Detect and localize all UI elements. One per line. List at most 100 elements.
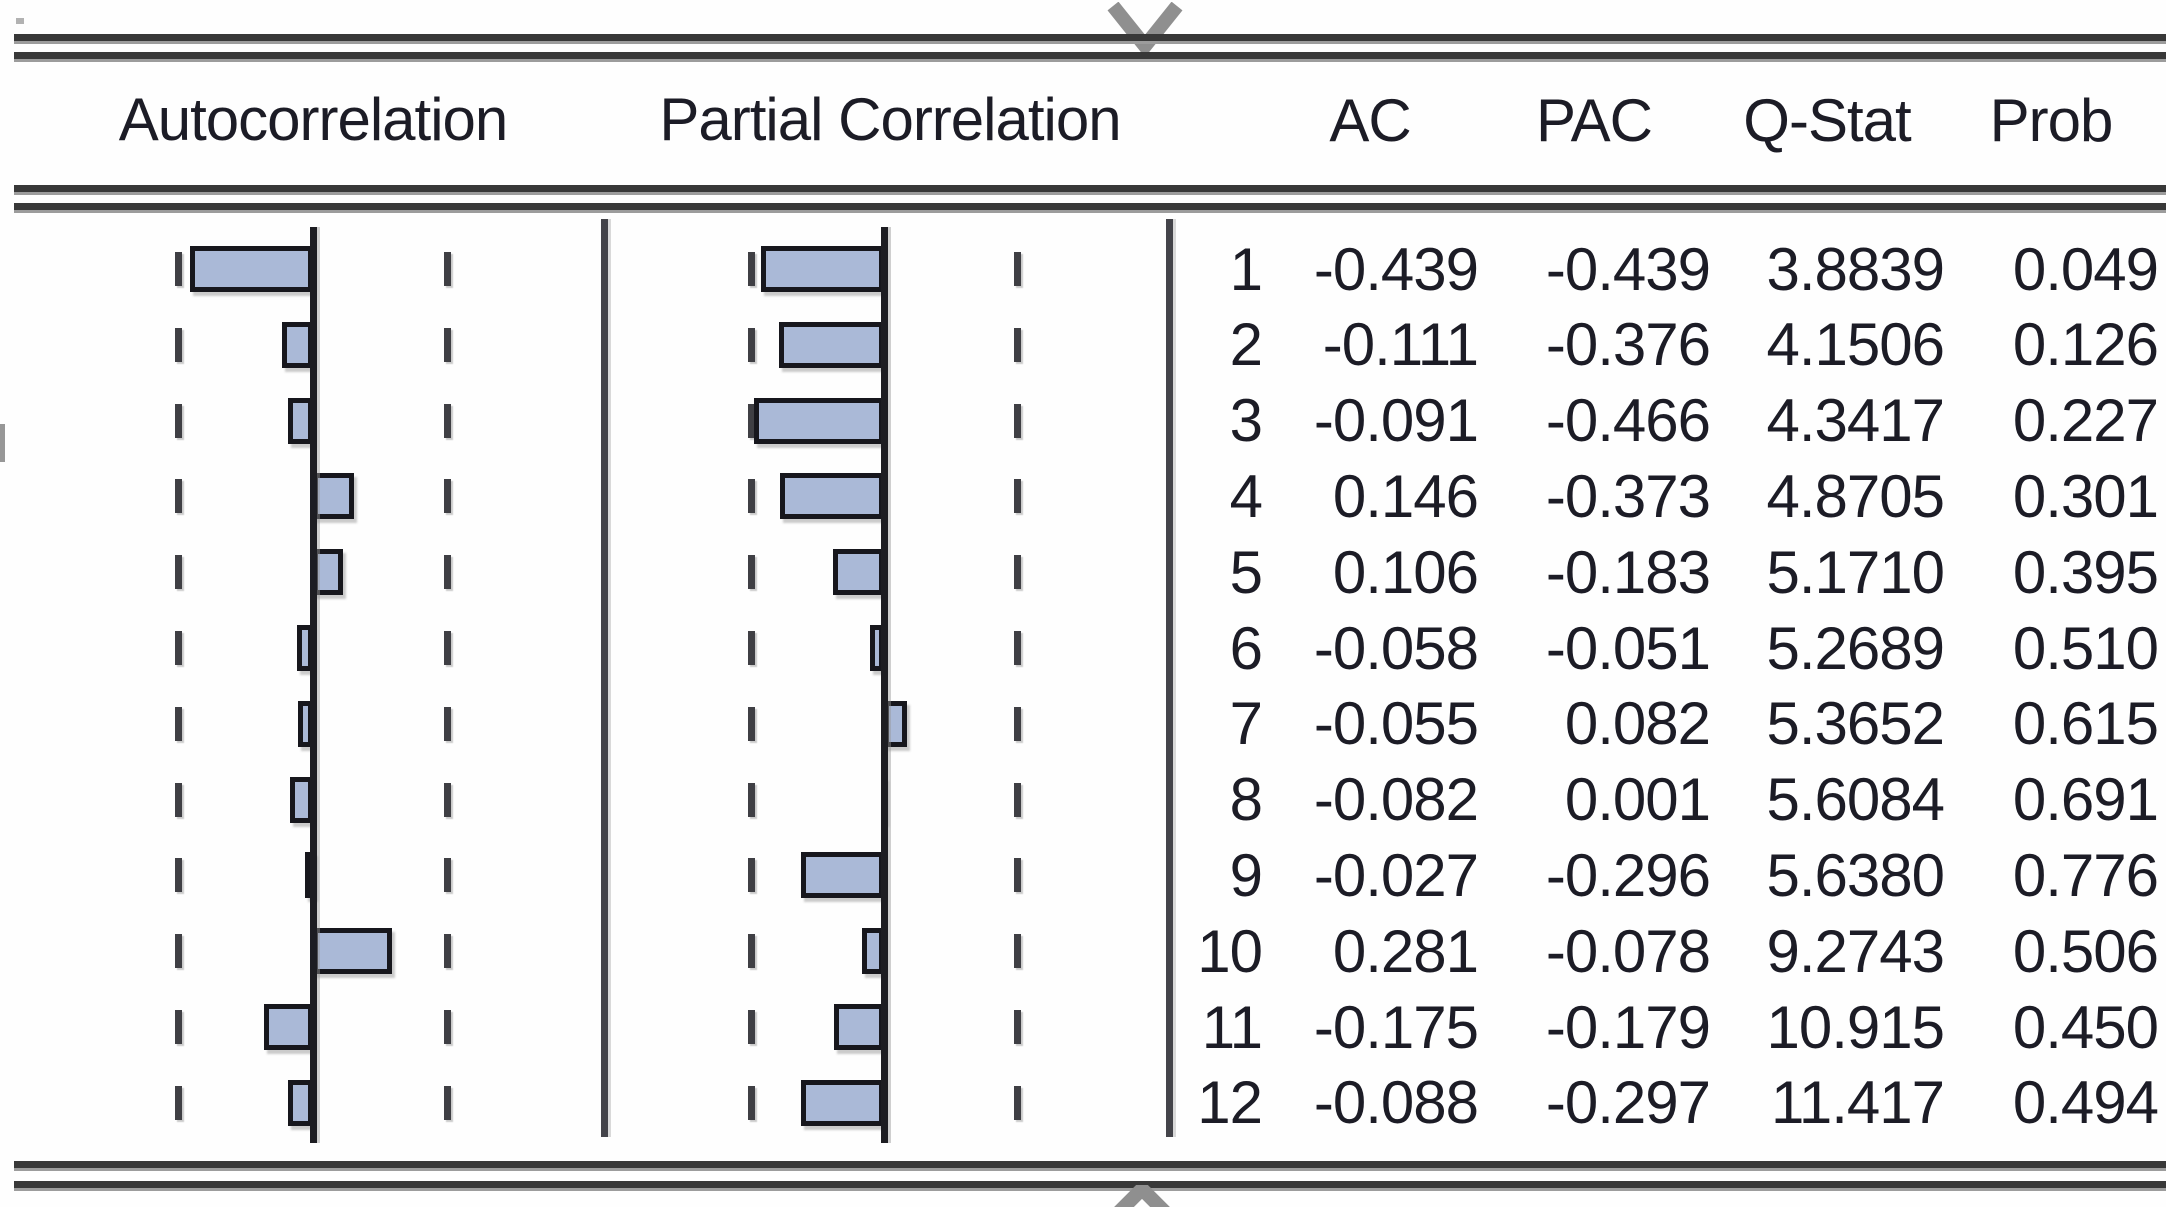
lag-cell: 4: [1229, 462, 1263, 530]
lag-cell: 9: [1229, 841, 1263, 909]
confidence-band-dash: [747, 858, 755, 893]
lag-cell: 5: [1229, 538, 1263, 606]
prob-cell: 0.510: [2012, 614, 2159, 682]
q-stat-cell: 4.8705: [1766, 462, 1945, 530]
confidence-band-dash: [747, 403, 755, 438]
pac-cell: -0.297: [1545, 1069, 1711, 1137]
prob-cell: 0.395: [2012, 538, 2159, 606]
table-row: 1 -0.439 -0.439 3.8839 0.049: [1190, 231, 2159, 307]
table-row: 12 -0.088 -0.297 11.417 0.494: [1190, 1065, 2159, 1141]
confidence-band-dash: [443, 1010, 451, 1044]
ac-bar: [281, 321, 313, 368]
q-stat-cell: 5.2689: [1766, 614, 1945, 682]
confidence-band-dash: [443, 706, 451, 741]
ac-cell: 0.281: [1332, 917, 1479, 985]
confidence-band-dash: [1013, 403, 1021, 438]
ac-cell: -0.091: [1313, 387, 1479, 455]
confidence-band-dash: [747, 1085, 755, 1120]
corner-artifact: [16, 18, 24, 24]
confidence-band-dash: [443, 327, 451, 362]
q-stat-cell: 5.1710: [1766, 538, 1945, 606]
lag-cell: 11: [1201, 993, 1263, 1061]
lag-cell: 7: [1229, 690, 1263, 758]
ac-cell: -0.082: [1313, 766, 1479, 834]
q-stat-header: Q-Stat: [1743, 86, 1911, 154]
lag-cell: 10: [1197, 917, 1263, 985]
lag-cell: 12: [1197, 1069, 1263, 1137]
confidence-band-dash: [1013, 782, 1021, 817]
confidence-band-dash: [747, 706, 755, 741]
confidence-band-dash: [1013, 858, 1021, 893]
pac-cell: 0.001: [1564, 766, 1711, 834]
pac-bar: [800, 1079, 884, 1126]
confidence-band-dash: [747, 1010, 755, 1044]
table-row: 3 -0.091 -0.466 4.3417 0.227: [1190, 383, 2159, 459]
chevron-down-icon[interactable]: [1106, 2, 1184, 52]
prob-cell: 0.227: [2012, 387, 2159, 455]
ac-cell: -0.175: [1313, 993, 1479, 1061]
confidence-band-dash: [747, 782, 755, 817]
confidence-band-dash: [443, 782, 451, 817]
confidence-band-dash: [443, 403, 451, 438]
ac-header: AC: [1329, 86, 1411, 154]
table-row: 11 -0.175 -0.179 10.915 0.450: [1190, 989, 2159, 1065]
confidence-band-dash: [174, 631, 182, 665]
partial-correlation-header: Partial Correlation: [659, 86, 1121, 153]
confidence-band-dash: [747, 934, 755, 969]
pac-cell: -0.296: [1545, 841, 1711, 909]
q-stat-cell: 4.1506: [1766, 311, 1945, 379]
ac-cell: -0.111: [1322, 311, 1479, 379]
panel-divider-2: [1166, 219, 1173, 1137]
confidence-band-dash: [174, 555, 182, 590]
autocorrelation-header: Autocorrelation: [118, 86, 509, 153]
confidence-band-dash: [174, 858, 182, 893]
q-stat-cell: 9.2743: [1766, 917, 1945, 985]
q-stat-cell: 5.3652: [1766, 690, 1945, 758]
prob-cell: 0.301: [2012, 462, 2159, 530]
q-stat-cell: 10.915: [1766, 993, 1945, 1061]
pac-bar: [833, 1004, 884, 1050]
confidence-band-dash: [443, 555, 451, 590]
pac-cell: -0.179: [1545, 993, 1711, 1061]
pac-cell: -0.466: [1545, 387, 1711, 455]
confidence-band-dash: [1013, 1010, 1021, 1044]
confidence-band-dash: [174, 403, 182, 438]
confidence-band-dash: [443, 252, 451, 286]
chevron-up-icon[interactable]: [1112, 1185, 1172, 1207]
prob-header: Prob: [1989, 86, 2114, 154]
lag-cell: 2: [1229, 311, 1263, 379]
ac-bar: [190, 246, 313, 292]
q-stat-cell: 4.3417: [1766, 387, 1945, 455]
ac-bar: [313, 473, 354, 520]
ac-cell: -0.439: [1313, 235, 1479, 303]
top-rule-2: [14, 52, 2166, 62]
table-row: 4 0.146 -0.373 4.8705 0.301: [1190, 458, 2159, 534]
q-stat-cell: 5.6084: [1766, 766, 1945, 834]
prob-cell: 0.691: [2012, 766, 2159, 834]
confidence-band-dash: [443, 631, 451, 665]
table-row: 9 -0.027 -0.296 5.6380 0.776: [1190, 837, 2159, 913]
confidence-band-dash: [747, 327, 755, 362]
confidence-band-dash: [747, 252, 755, 286]
pac-cell: -0.439: [1545, 235, 1711, 303]
confidence-band-dash: [174, 252, 182, 286]
ac-bar: [264, 1004, 313, 1050]
lag-cell: 6: [1229, 614, 1263, 682]
confidence-band-dash: [174, 782, 182, 817]
pac-cell: -0.373: [1545, 462, 1711, 530]
prob-cell: 0.506: [2012, 917, 2159, 985]
prob-cell: 0.615: [2012, 690, 2159, 758]
ac-cell: -0.058: [1313, 614, 1479, 682]
confidence-band-dash: [1013, 479, 1021, 514]
pac-cell: -0.078: [1545, 917, 1711, 985]
ac-cell: -0.027: [1313, 841, 1479, 909]
pac-cell: 0.082: [1564, 690, 1711, 758]
pac-bar: [832, 549, 884, 596]
table-row: 2 -0.111 -0.376 4.1506 0.126: [1190, 307, 2159, 383]
confidence-band-dash: [174, 479, 182, 514]
table-row: 5 0.106 -0.183 5.1710 0.395: [1190, 534, 2159, 610]
table-row: 10 0.281 -0.078 9.2743 0.506: [1190, 913, 2159, 989]
q-stat-cell: 11.417: [1770, 1069, 1945, 1137]
pac-bar: [801, 852, 884, 899]
pac-bar: [778, 321, 884, 368]
